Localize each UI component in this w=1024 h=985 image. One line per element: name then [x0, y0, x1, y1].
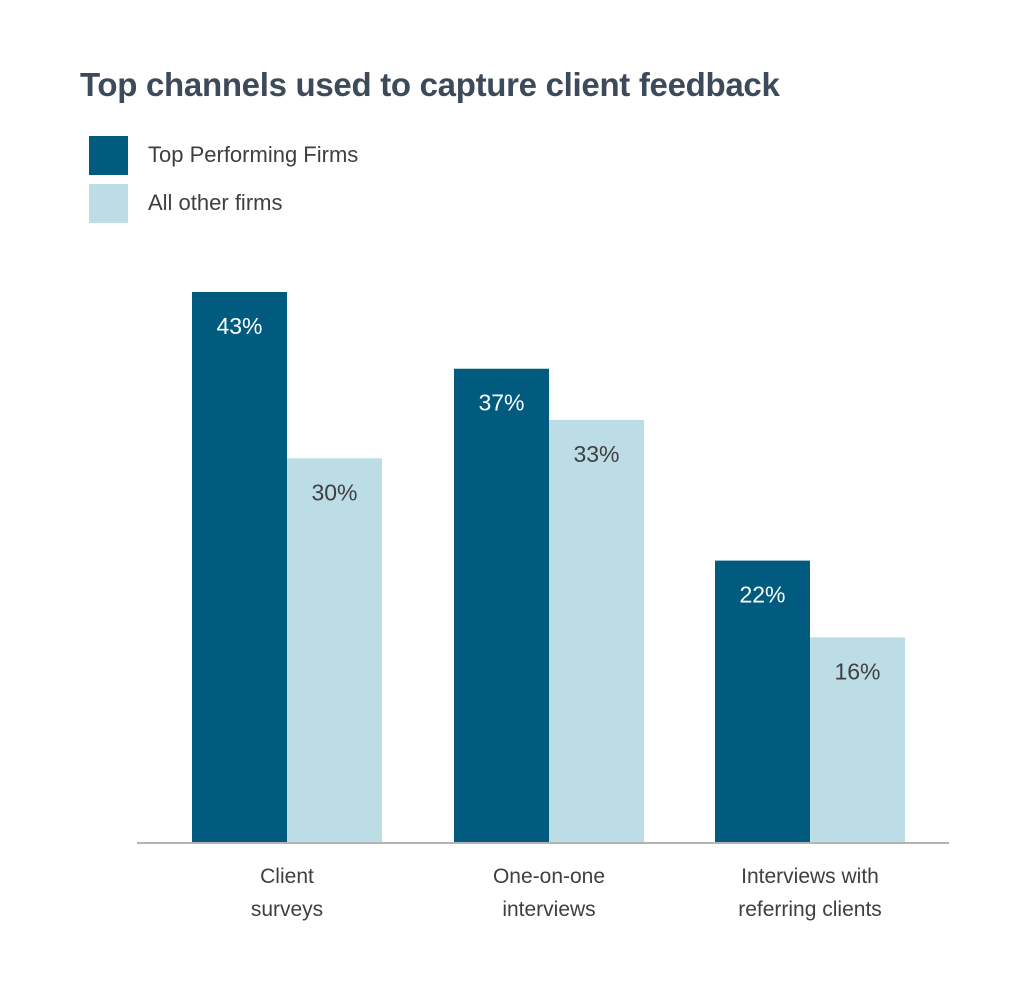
category-label-0-line-0: Client [260, 865, 314, 888]
bar-all-other-0 [287, 458, 382, 842]
data-label-top-performing-1: 37% [478, 390, 524, 416]
legend-label-all-other: All other firms [148, 190, 283, 215]
category-label-1-line-1: interviews [502, 898, 595, 921]
legend-item-top-performing: Top Performing Firms [89, 135, 358, 175]
legend-item-all-other: All other firms [89, 183, 282, 223]
bar-top-performing-1 [454, 368, 549, 842]
bar-top-performing-2 [715, 560, 810, 842]
legend-swatch-all-other [89, 183, 128, 223]
data-label-top-performing-2: 22% [739, 582, 785, 608]
chart-title: Top channels used to capture client feed… [80, 66, 780, 103]
data-label-all-other-2: 16% [834, 658, 880, 684]
category-label-1-line-0: One-on-one [493, 865, 605, 888]
category-label-2-line-1: referring clients [738, 898, 882, 921]
category-label-0-line-1: surveys [251, 898, 323, 921]
legend-label-top-performing: Top Performing Firms [148, 142, 359, 167]
data-label-all-other-1: 33% [573, 441, 619, 467]
bar-top-performing-0 [192, 292, 287, 842]
bar-all-other-1 [549, 419, 644, 842]
category-label-2-line-0: Interviews with [741, 865, 879, 888]
data-label-top-performing-0: 43% [216, 313, 262, 339]
legend-swatch-top-performing [89, 135, 128, 175]
data-label-all-other-0: 30% [311, 479, 357, 505]
bar-all-other-2 [810, 637, 905, 842]
